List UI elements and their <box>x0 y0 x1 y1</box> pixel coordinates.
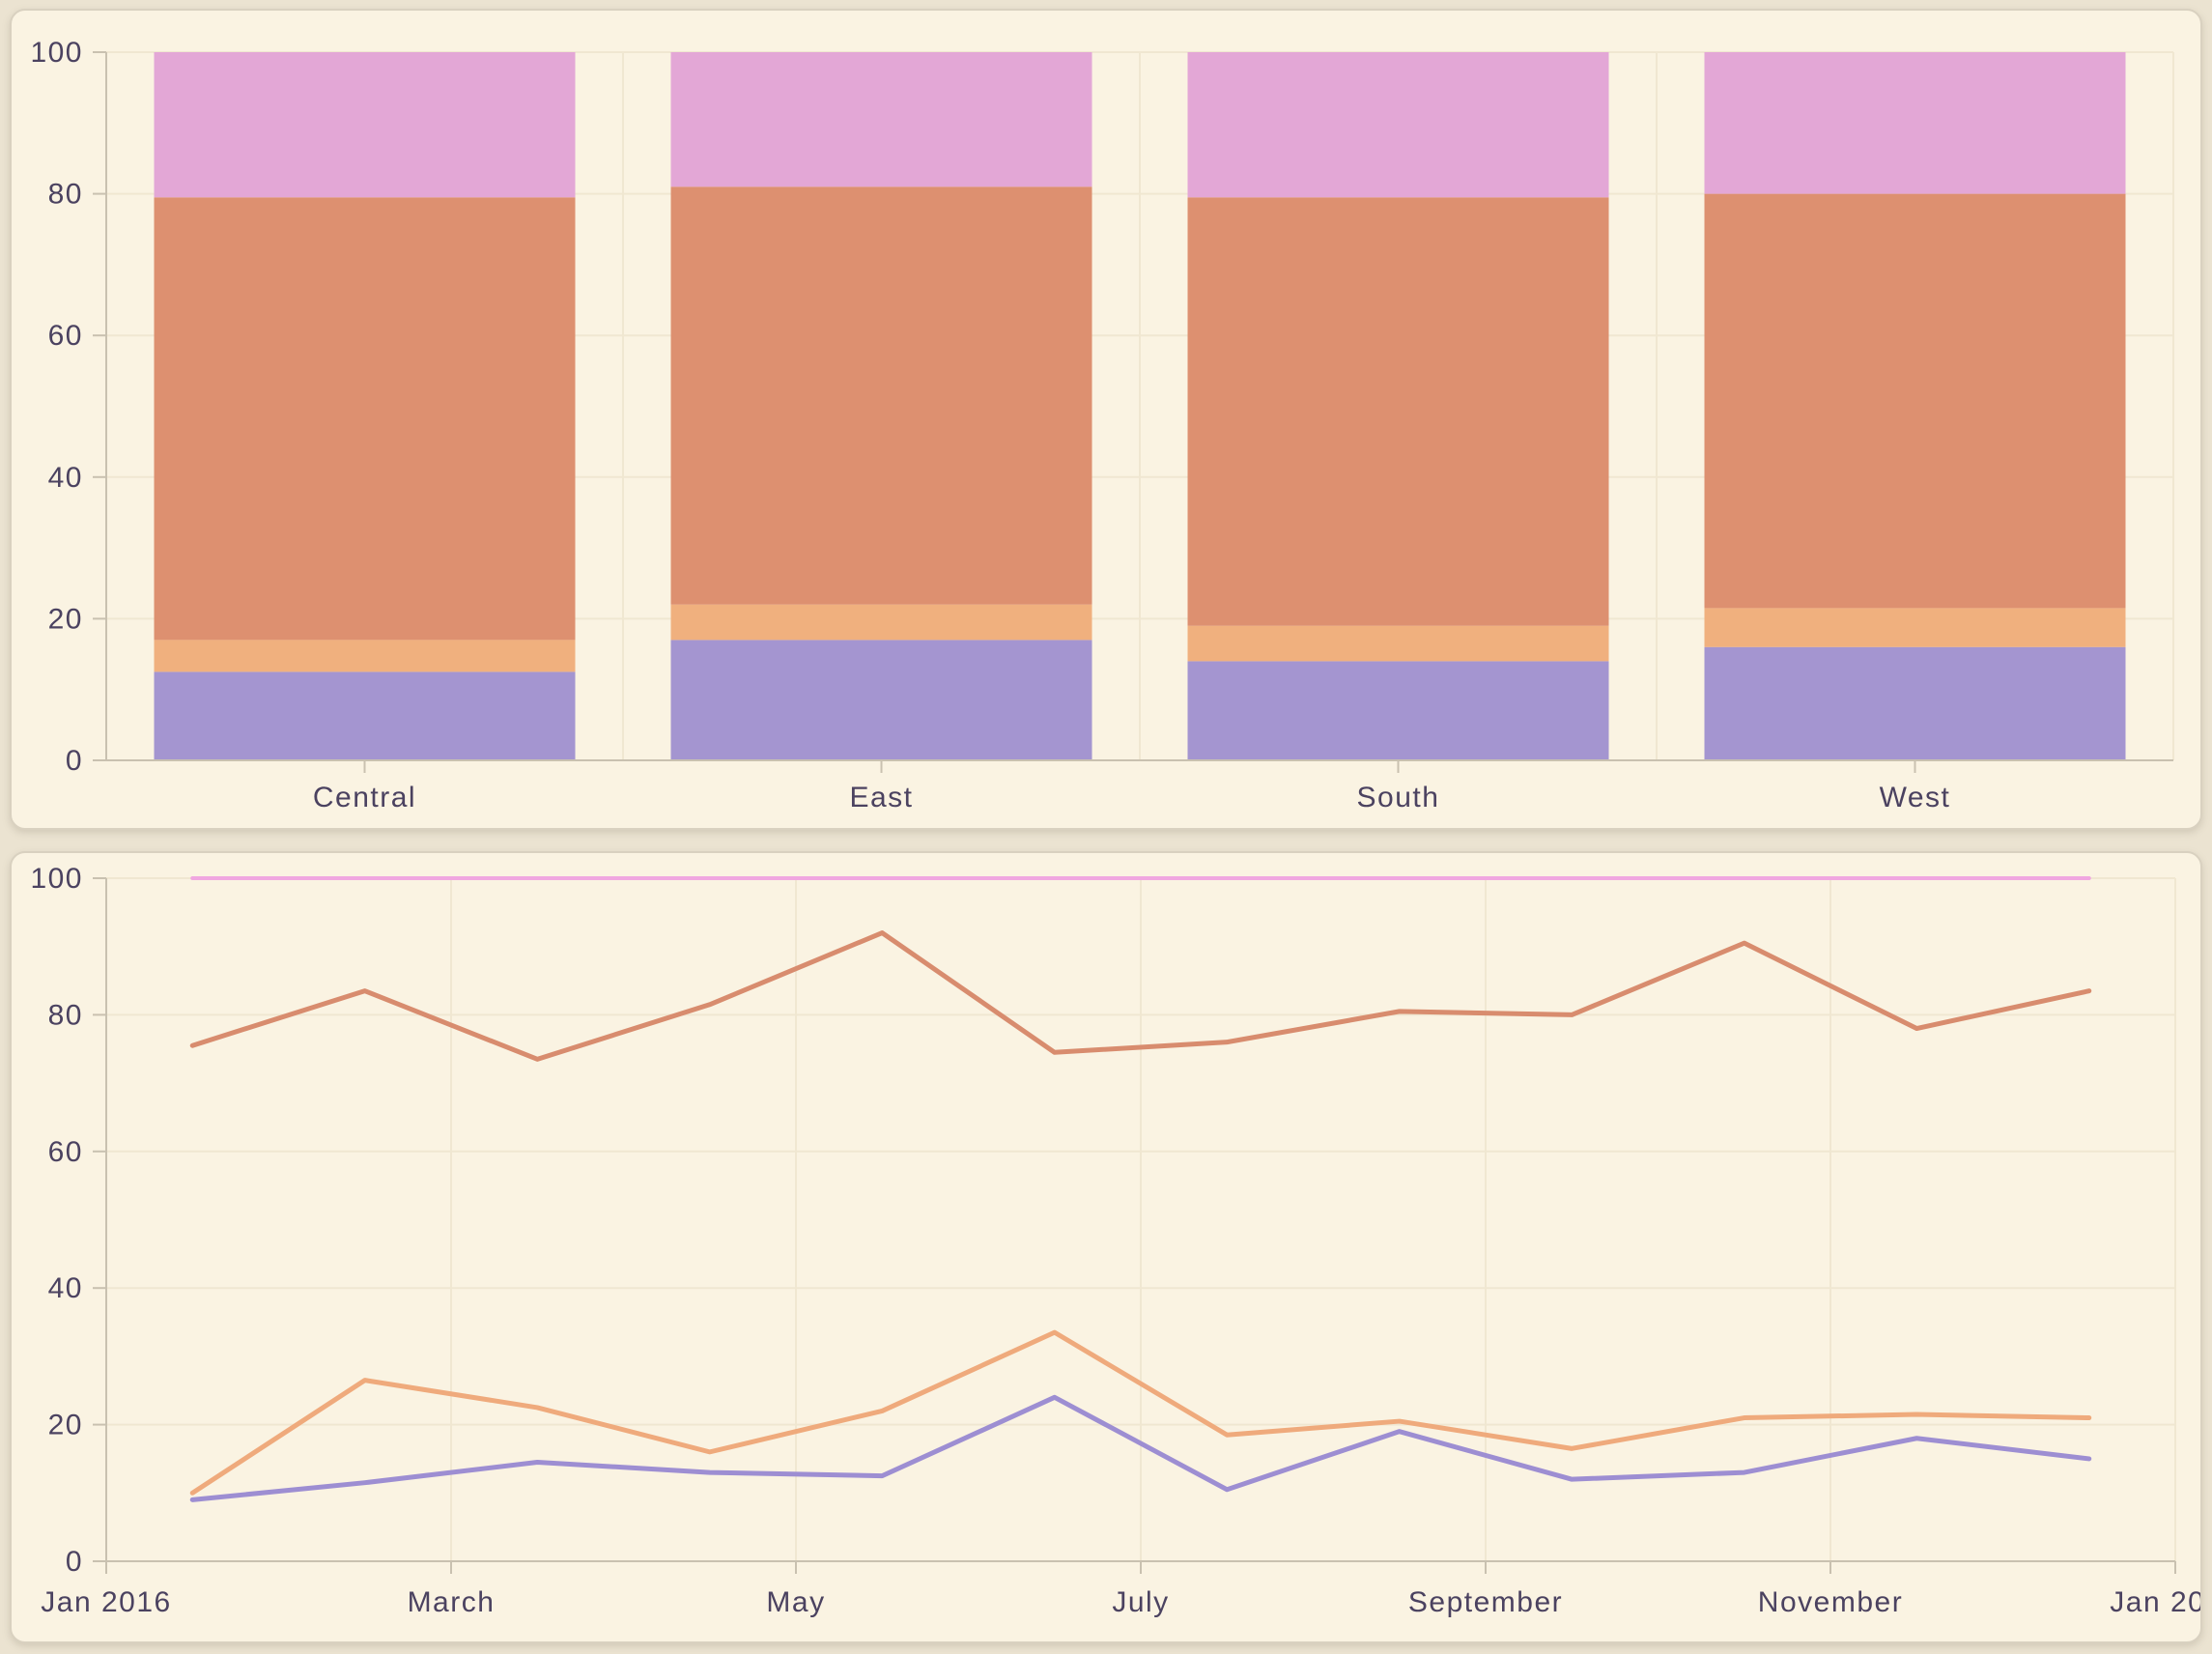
bar-segment-south-purple[interactable] <box>1187 661 1609 760</box>
line-chart-card: 0 20 40 60 80 100 Jan 2016 March May July Septembe… <box>10 851 2202 1643</box>
stacked-bar-chart-card: 0 20 40 60 80 100 Central East South West <box>10 9 2202 830</box>
bar-segment-south-pink[interactable] <box>1187 52 1609 198</box>
x-axis-tick-label: Jan 2017 <box>2110 1586 2200 1618</box>
y-axis-tick-label: 100 <box>30 863 83 895</box>
y-axis-tick-label: 40 <box>48 462 83 494</box>
y-axis-tick-label: 60 <box>48 320 83 352</box>
stacked-bar-chart: 0 20 40 60 80 100 Central East South West <box>30 37 2174 813</box>
bar-segment-west-light-orange[interactable] <box>1704 608 2126 647</box>
x-axis-category-label: East <box>849 782 913 813</box>
bar-segment-west-pink[interactable] <box>1704 52 2126 194</box>
y-axis-tick-label: 0 <box>66 745 83 777</box>
y-axis-tick-label: 20 <box>48 1410 83 1441</box>
line-series-light-orange[interactable] <box>189 1329 2092 1496</box>
bar-segment-west-purple[interactable] <box>1704 646 2126 760</box>
bar-segment-east-purple[interactable] <box>670 640 1092 760</box>
bar-segment-central-purple[interactable] <box>154 671 576 760</box>
x-axis-category-label: Central <box>313 782 416 813</box>
line-series-purple[interactable] <box>189 1394 2092 1502</box>
bar-segment-south-light-orange[interactable] <box>1187 625 1609 662</box>
y-axis-tick-label: 0 <box>66 1546 83 1578</box>
y-axis-tick-label: 60 <box>48 1136 83 1168</box>
x-axis-tick-label: March <box>408 1586 496 1618</box>
bar-segment-central-salmon[interactable] <box>154 197 576 641</box>
x-axis-tick-label: Jan 2016 <box>41 1586 171 1618</box>
line-series-salmon[interactable] <box>189 930 2092 1062</box>
y-axis-tick-label: 40 <box>48 1272 83 1304</box>
bar-segment-east-salmon[interactable] <box>670 186 1092 605</box>
x-axis-category-label: West <box>1880 782 1951 813</box>
x-axis-tick-label: November <box>1758 1586 1903 1618</box>
x-axis-category-label: South <box>1357 782 1440 813</box>
y-axis-tick-label: 20 <box>48 603 83 635</box>
y-axis-tick-label: 100 <box>30 37 83 69</box>
line-chart: 0 20 40 60 80 100 Jan 2016 March May July Septembe… <box>30 863 2200 1618</box>
bar-segment-east-pink[interactable] <box>670 52 1092 187</box>
y-axis-tick-label: 80 <box>48 999 83 1031</box>
bar-segment-south-salmon[interactable] <box>1187 197 1609 626</box>
x-axis-tick-label: July <box>1112 1586 1169 1618</box>
y-axis-tick-label: 80 <box>48 179 83 211</box>
bar-segment-east-light-orange[interactable] <box>670 604 1092 641</box>
x-axis-tick-label: September <box>1408 1586 1563 1618</box>
bar-segment-central-pink[interactable] <box>154 52 576 198</box>
bar-segment-west-salmon[interactable] <box>1704 193 2126 609</box>
x-axis-tick-label: May <box>766 1586 825 1618</box>
bar-segment-central-light-orange[interactable] <box>154 640 576 672</box>
